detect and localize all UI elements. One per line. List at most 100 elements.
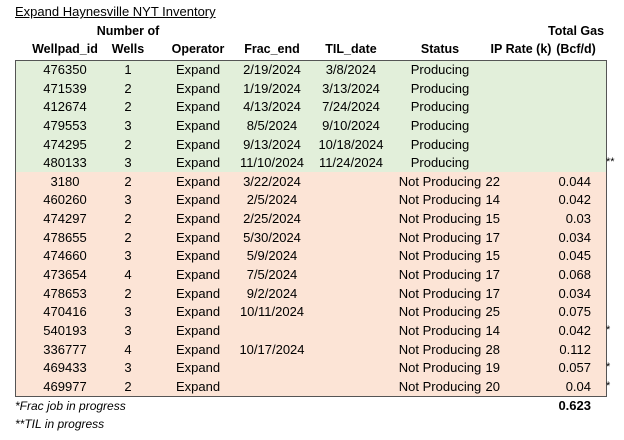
wells-cell: 2 — [124, 211, 132, 227]
footnote-marker: * — [606, 361, 611, 374]
header-frac-end: Frac_end — [244, 42, 300, 56]
operator-cell: Expand — [175, 304, 221, 320]
status-cell: Producing — [410, 117, 470, 133]
total-gas-cell: 0.034 — [558, 229, 591, 245]
total-gas-cell: 0.04 — [565, 378, 591, 394]
operator-cell: Expand — [175, 62, 221, 77]
ip-rate-cell — [474, 79, 500, 98]
wellpad-id-cell: 412674 — [43, 99, 87, 115]
ip-rate-cell: 17 — [485, 285, 500, 301]
wellpad-id-cell: 470416 — [43, 304, 87, 320]
footnote-frac: *Frac job in progress — [15, 399, 126, 413]
operator-cell: Expand — [175, 173, 221, 189]
wellpad-id-cell: 480133 — [43, 155, 87, 171]
frac-end-cell: 8/5/2024 — [246, 117, 298, 133]
operator-cell: Expand — [175, 229, 221, 245]
header-wellpad-id: Wellpad_id — [32, 42, 98, 56]
footnote-marker: ** — [606, 156, 615, 169]
header-operator: Operator — [171, 42, 225, 56]
wellpad-id-cell: 336777 — [43, 341, 87, 357]
total-gas-cell — [545, 153, 591, 172]
total-gas-cell: 0.057 — [558, 360, 591, 376]
til-date-cell — [312, 284, 390, 303]
footnote-marker — [606, 302, 624, 321]
table-row: 476350 1 Expand 2/19/2024 3/8/2024 Producing — [0, 60, 624, 79]
status-cell: Not Producing — [398, 322, 482, 338]
ip-rate-cell: 15 — [485, 211, 500, 227]
wellpad-id-cell: 471539 — [43, 80, 87, 96]
total-gas-cell — [545, 60, 591, 79]
status-cell: Not Producing — [398, 211, 482, 227]
til-date-cell — [312, 190, 390, 209]
table-row: 478655 2 Expand 5/30/2024 Not Producing 17 0.0… — [0, 228, 624, 247]
frac-end-cell: 4/13/2024 — [243, 99, 301, 115]
header-wells: Wells — [111, 42, 145, 56]
frac-end-cell: 5/30/2024 — [243, 229, 301, 245]
wells-cell: 2 — [124, 378, 132, 394]
total-gas-cell — [545, 135, 591, 154]
footnote-marker: * — [606, 323, 611, 336]
table-row: 412674 2 Expand 4/13/2024 7/24/2024 Producing — [0, 97, 624, 116]
status-cell: Producing — [410, 99, 470, 115]
til-date-cell — [312, 246, 390, 265]
footnote-marker — [606, 265, 624, 284]
frac-end-cell: 2/25/2024 — [243, 211, 301, 227]
operator-cell: Expand — [175, 341, 221, 357]
wellpad-id-cell: 469977 — [43, 378, 87, 394]
wells-cell: 2 — [124, 99, 132, 115]
frac-end-cell: 2/5/2024 — [246, 192, 298, 208]
footnote-marker — [606, 228, 624, 247]
wells-cell: 4 — [124, 267, 132, 283]
wellpad-id-cell: 469433 — [43, 360, 87, 376]
header-til-date: TIL_date — [325, 42, 377, 56]
til-date-cell: 3/8/2024 — [325, 62, 377, 77]
wellpad-id-cell: 476350 — [43, 62, 87, 77]
til-date-cell: 3/13/2024 — [322, 80, 380, 96]
header-ip-rate: IP Rate (k) — [490, 42, 552, 56]
table-row: 460260 3 Expand 2/5/2024 Not Producing 14 0.04… — [0, 190, 624, 209]
operator-cell: Expand — [175, 99, 221, 115]
frac-end-cell: 1/19/2024 — [243, 80, 301, 96]
wellpad-id-cell: 474297 — [43, 211, 87, 227]
footnote-marker — [606, 97, 624, 116]
total-gas-cell: 0.03 — [565, 211, 591, 227]
table-row: 471539 2 Expand 1/19/2024 3/13/2024 Producing — [0, 79, 624, 98]
til-date-cell: 9/10/2024 — [322, 117, 380, 133]
wells-cell: 3 — [124, 322, 132, 338]
table-row: 469433 3 Expand Not Producing 19 0.057 * — [0, 358, 624, 377]
wellpad-id-cell: 473654 — [43, 267, 87, 283]
wells-cell: 2 — [124, 136, 132, 152]
status-cell: Not Producing — [398, 173, 482, 189]
footnote-marker — [606, 60, 624, 79]
footnote-marker — [606, 340, 624, 359]
wellpad-id-cell: 460260 — [43, 192, 87, 208]
ip-rate-cell — [474, 135, 500, 154]
frac-end-cell: 7/5/2024 — [246, 267, 298, 283]
table-row: 474660 3 Expand 5/9/2024 Not Producing 15 0.04… — [0, 246, 624, 265]
ip-rate-cell — [474, 153, 500, 172]
table-row: 474295 2 Expand 9/13/2024 10/18/2024 Producin… — [0, 135, 624, 154]
til-date-cell — [312, 209, 390, 228]
table-row: 336777 4 Expand 10/17/2024 Not Producing 28 0.… — [0, 340, 624, 359]
ip-rate-cell — [474, 97, 500, 116]
til-date-cell — [312, 228, 390, 247]
wellpad-id-cell: 474660 — [43, 248, 87, 264]
table-row: 3180 2 Expand 3/22/2024 Not Producing 22 0.044 — [0, 172, 624, 191]
footnote-marker — [606, 246, 624, 265]
operator-cell: Expand — [175, 248, 221, 264]
footnote-til: **TIL in progress — [15, 417, 105, 431]
header-status: Status — [420, 42, 460, 56]
table-row: 540193 3 Expand Not Producing 14 0.042 * — [0, 321, 624, 340]
total-gas-cell: 0.044 — [558, 173, 591, 189]
frac-end-cell: 11/10/2024 — [239, 155, 305, 171]
total-gas-cell: 0.112 — [559, 341, 591, 357]
til-date-cell — [312, 340, 390, 359]
status-cell: Not Producing — [398, 267, 482, 283]
footnote-marker — [606, 190, 624, 209]
wellpad-id-cell: 540193 — [43, 322, 87, 338]
header-total-gas-unit: (Bcf/d) — [556, 42, 596, 56]
wells-cell: 3 — [124, 117, 132, 133]
total-gas-cell: 0.045 — [558, 248, 591, 264]
status-cell: Not Producing — [398, 360, 482, 376]
frac-end-cell: 10/11/2024 — [239, 304, 305, 320]
